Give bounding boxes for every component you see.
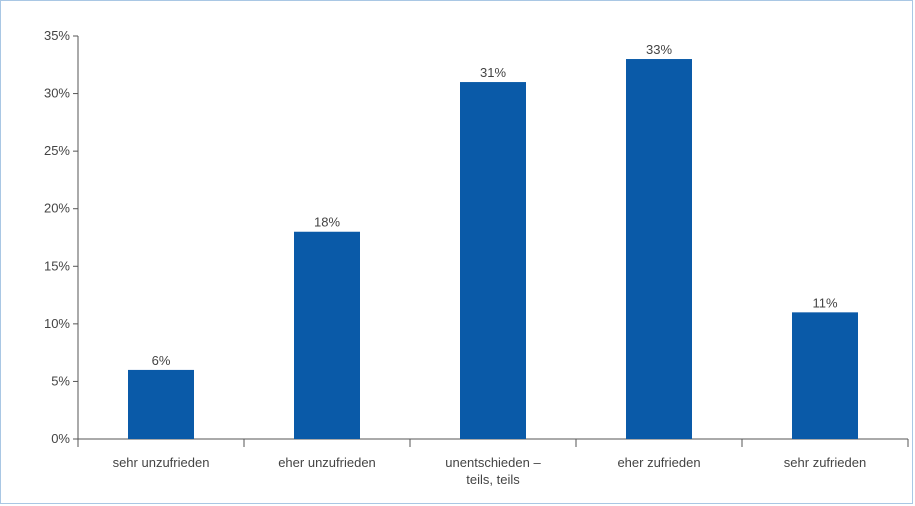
y-tick-label: 15%	[44, 258, 70, 273]
x-tick-label: eher zufrieden	[617, 455, 700, 470]
data-label: 11%	[812, 295, 837, 310]
bar	[792, 312, 858, 439]
y-tick-label: 30%	[44, 86, 70, 101]
x-tick-label-line: unentschieden –	[445, 455, 541, 470]
x-tick-label-line: sehr zufrieden	[784, 455, 866, 470]
x-tick-label: sehr zufrieden	[784, 455, 866, 470]
x-tick-label-line: eher zufrieden	[617, 455, 700, 470]
x-tick-label: eher unzufrieden	[278, 455, 376, 470]
data-labels: 6% 18% 31% 33% 11%	[152, 42, 838, 368]
bar	[128, 369, 194, 439]
x-axis: sehr unzufrieden eher unzufrieden unentsch…	[77, 438, 909, 487]
x-tick-label: unentschieden – teils, teils	[445, 455, 541, 487]
x-tick-label-line: eher unzufrieden	[278, 455, 376, 470]
y-axis: 0% 5% 10% 15% 20% 25% 30% 35%	[44, 28, 79, 446]
x-tick-label: sehr unzufrieden	[113, 455, 210, 470]
x-tick-label-line: teils, teils	[466, 472, 520, 487]
data-label: 31%	[480, 65, 506, 80]
data-label: 33%	[646, 42, 672, 57]
bar	[460, 82, 526, 440]
y-tick-label: 20%	[44, 201, 70, 216]
y-tick-label: 5%	[51, 373, 70, 388]
y-tick-label: 35%	[44, 28, 70, 43]
data-label: 6%	[152, 353, 171, 368]
data-label: 18%	[314, 215, 340, 230]
bars	[128, 59, 858, 440]
x-tick-label-line: sehr unzufrieden	[113, 455, 210, 470]
bar	[294, 231, 360, 439]
y-tick-label: 0%	[51, 431, 70, 446]
y-tick-label: 25%	[44, 143, 70, 158]
y-tick-label: 10%	[44, 316, 70, 331]
bar	[626, 59, 692, 440]
